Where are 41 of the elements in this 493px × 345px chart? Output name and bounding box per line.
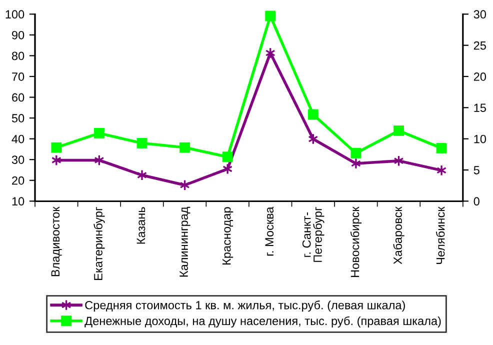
point — [222, 152, 233, 162]
x-tick-label: Казань — [136, 207, 146, 244]
point — [94, 128, 104, 138]
x-tick-label: г. Москва — [265, 206, 274, 256]
point — [350, 158, 361, 170]
y2-tick-label: 0 — [474, 197, 480, 206]
y-tick-label: 20 — [12, 176, 24, 185]
point — [308, 109, 318, 120]
point — [265, 10, 276, 22]
x-tick-label: Владивосток — [51, 206, 62, 276]
point — [136, 138, 148, 148]
y-tick-label: 90 — [12, 30, 24, 40]
point — [350, 148, 362, 158]
x-tick-label: Челябинск — [436, 206, 445, 264]
point — [222, 163, 233, 175]
y2-tick-label: 10 — [474, 134, 486, 144]
y-tick-label: 10 — [12, 197, 24, 206]
point — [394, 125, 404, 136]
y2-tick-label: 5 — [474, 166, 480, 174]
point — [51, 142, 62, 153]
point — [180, 142, 190, 153]
y-tick-label: 70 — [12, 72, 24, 81]
y2-tick-label: 20 — [474, 72, 486, 81]
y-tick-label: 100 — [6, 10, 24, 19]
x-tick-label: Хабаровск — [393, 206, 404, 264]
x-tick-label: Екатеринбург — [94, 207, 105, 280]
y2-tick-label: 30 — [474, 10, 486, 19]
legend-label: Средняя стоимость 1 кв. м. жилья, тыс.руб. (левая шкала) — [85, 300, 405, 312]
point — [436, 142, 447, 154]
y-tick-label: 60 — [12, 93, 24, 102]
y2-tick-label: 15 — [474, 104, 486, 112]
y-tick-label: 40 — [12, 134, 24, 144]
legend-label: Денежные доходы, на душу населения, тыс. руб. (правая шкала) — [84, 316, 441, 328]
y-tick-label: 30 — [12, 156, 24, 164]
y2-tick-label: 25 — [474, 41, 486, 50]
x-tick-label: г. Санкт- Петербург — [302, 207, 324, 262]
y-tick-label: 50 — [12, 114, 24, 122]
x-tick-label: Калининград — [180, 206, 190, 277]
y-tick-label: 80 — [12, 52, 24, 60]
x-tick-label: Краснодар — [222, 207, 234, 264]
x-tick-label: Новосибирск — [350, 206, 362, 278]
